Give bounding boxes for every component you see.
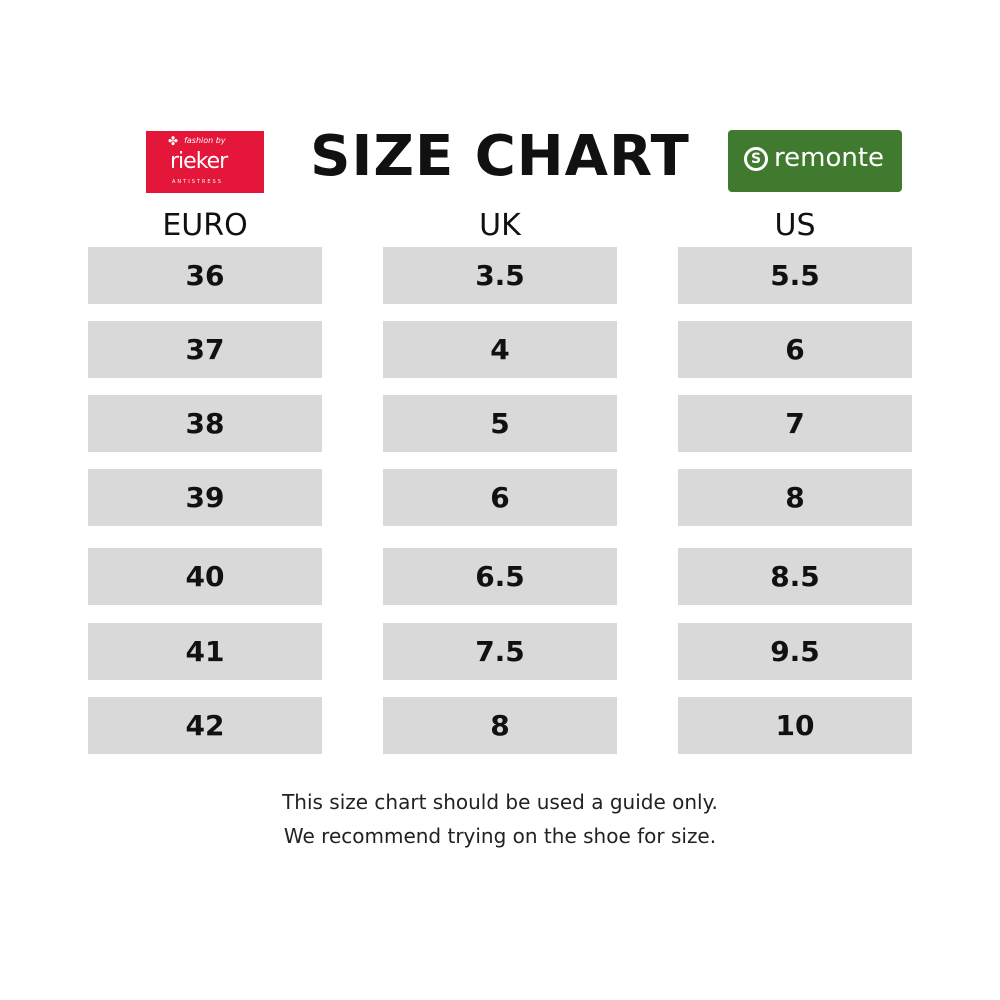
remonte-logo: S remonte — [728, 130, 902, 192]
size-cell-us: 7 — [678, 395, 912, 452]
size-cell-us: 9.5 — [678, 623, 912, 680]
size-cell-uk: 6.5 — [383, 548, 617, 605]
size-cell-euro: 38 — [88, 395, 322, 452]
column-header-euro: EURO — [162, 208, 248, 243]
size-cell-euro: 36 — [88, 247, 322, 304]
rieker-logo: ✤ fashion by rieker ANTISTRESS — [146, 131, 264, 193]
rieker-name: rieker — [170, 149, 228, 174]
size-cell-us: 10 — [678, 697, 912, 754]
rieker-top-row: ✤ fashion by — [168, 134, 226, 148]
remonte-name: remonte — [774, 143, 885, 173]
column-header-uk: UK — [479, 208, 521, 243]
rieker-subtitle: ANTISTRESS — [172, 179, 223, 185]
size-cell-euro: 37 — [88, 321, 322, 378]
size-cell-euro: 39 — [88, 469, 322, 526]
size-cell-us: 8.5 — [678, 548, 912, 605]
size-cell-euro: 41 — [88, 623, 322, 680]
page-title: SIZE CHART — [310, 124, 690, 189]
note-line-2: We recommend trying on the shoe for size… — [283, 824, 717, 848]
rieker-tagline: fashion by — [184, 136, 226, 145]
size-cell-us: 8 — [678, 469, 912, 526]
size-cell-uk: 6 — [383, 469, 617, 526]
size-cell-us: 6 — [678, 321, 912, 378]
size-cell-euro: 42 — [88, 697, 322, 754]
note-line-1: This size chart should be used a guide o… — [282, 790, 718, 814]
column-header-us: US — [774, 208, 816, 243]
remonte-emblem-icon: S — [744, 147, 768, 171]
size-cell-us: 5.5 — [678, 247, 912, 304]
size-cell-uk: 7.5 — [383, 623, 617, 680]
size-cell-uk: 4 — [383, 321, 617, 378]
flower-icon: ✤ — [168, 134, 179, 148]
size-cell-uk: 5 — [383, 395, 617, 452]
size-cell-uk: 8 — [383, 697, 617, 754]
size-cell-euro: 40 — [88, 548, 322, 605]
size-cell-uk: 3.5 — [383, 247, 617, 304]
